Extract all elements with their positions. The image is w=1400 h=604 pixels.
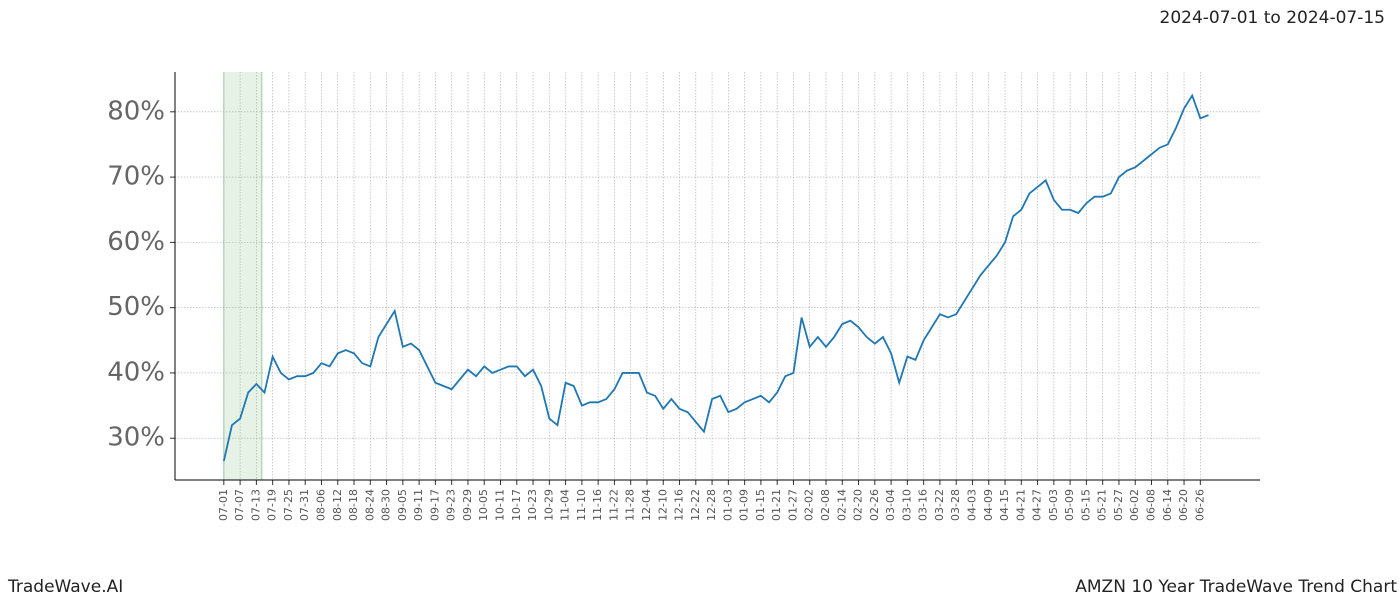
x-tick-label: 04-21 (1014, 489, 1027, 521)
x-tick-label: 10-17 (510, 489, 523, 521)
x-tick-label: 03-04 (884, 489, 897, 521)
x-tick-label: 06-20 (1177, 489, 1190, 521)
x-tick-label: 04-03 (965, 489, 978, 521)
x-tick-label: 08-24 (363, 489, 376, 521)
x-tick-label: 03-10 (900, 489, 913, 521)
x-tick-label: 09-23 (445, 489, 458, 521)
x-tick-label: 03-16 (917, 489, 930, 521)
x-tick-label: 10-23 (526, 489, 539, 521)
x-tick-label: 03-28 (949, 489, 962, 521)
x-tick-label: 08-12 (331, 489, 344, 521)
x-tick-label: 11-10 (575, 489, 588, 521)
x-tick-label: 11-22 (607, 489, 620, 521)
x-tick-label: 02-26 (868, 489, 881, 521)
x-tick-label: 01-03 (721, 489, 734, 521)
trend-line (222, 93, 1209, 462)
x-tick-label: 06-14 (1161, 489, 1174, 521)
x-tick-label: 10-29 (542, 489, 555, 521)
x-tick-label: 08-18 (347, 489, 360, 521)
chart-title: 2024-07-01 to 2024-07-15 (1160, 8, 1385, 28)
x-tick-label: 07-13 (249, 489, 262, 521)
x-tick-label: 07-19 (266, 489, 279, 521)
x-tick-label: 02-02 (803, 489, 816, 521)
x-tick-label: 05-27 (1112, 489, 1125, 521)
x-tick-label: 09-29 (461, 489, 474, 521)
x-tick-label: 04-09 (982, 489, 995, 521)
x-tick-label: 09-17 (428, 489, 441, 521)
x-tick-label: 11-04 (559, 489, 572, 521)
x-tick-label: 04-15 (998, 489, 1011, 521)
x-tick-label: 06-02 (1128, 489, 1141, 521)
y-tick-label: 60% (107, 227, 165, 257)
y-tick-label: 40% (107, 357, 165, 387)
x-tick-label: 09-05 (396, 489, 409, 521)
x-tick-label: 08-06 (314, 489, 327, 521)
x-tick-label: 05-03 (1047, 489, 1060, 521)
x-tick-label: 01-27 (786, 489, 799, 521)
x-tick-label: 02-08 (819, 489, 832, 521)
y-tick-label: 50% (107, 292, 165, 322)
x-tick-label: 12-10 (656, 489, 669, 521)
x-tick-label: 01-21 (770, 489, 783, 521)
x-tick-label: 05-09 (1063, 489, 1076, 521)
x-tick-label: 11-28 (624, 489, 637, 521)
footer-left: TradeWave.AI (7, 577, 123, 597)
footer-right: AMZN 10 Year TradeWave Trend Chart (1075, 577, 1397, 597)
x-tick-label: 12-16 (673, 489, 686, 521)
x-tick-label: 07-31 (298, 489, 311, 521)
x-tick-label: 10-05 (477, 489, 490, 521)
x-tick-label: 07-25 (282, 489, 295, 521)
x-tick-label: 11-16 (591, 489, 604, 521)
x-tick-label: 07-01 (217, 489, 230, 521)
x-tick-label: 03-22 (933, 489, 946, 521)
x-tick-label: 04-27 (1031, 489, 1044, 521)
x-tick-label: 06-08 (1145, 489, 1158, 521)
x-tick-label: 05-21 (1096, 489, 1109, 521)
x-tick-label: 12-04 (640, 489, 653, 521)
x-tick-label: 01-15 (754, 489, 767, 521)
x-tick-label: 12-22 (689, 489, 702, 521)
x-tick-label: 02-14 (835, 489, 848, 521)
x-tick-label: 02-20 (852, 489, 865, 521)
x-tick-label: 05-15 (1079, 489, 1092, 521)
x-tick-label: 08-30 (380, 489, 393, 521)
x-tick-label: 01-09 (738, 489, 751, 521)
y-tick-label: 80% (107, 96, 165, 126)
x-tick-label: 12-28 (705, 489, 718, 521)
y-tick-label: 30% (107, 423, 165, 453)
x-tick-label: 09-11 (412, 489, 425, 521)
x-tick-label: 06-26 (1193, 489, 1206, 521)
x-tick-label: 10-11 (494, 489, 507, 521)
x-tick-label: 07-07 (233, 489, 246, 521)
y-tick-label: 70% (107, 162, 165, 192)
